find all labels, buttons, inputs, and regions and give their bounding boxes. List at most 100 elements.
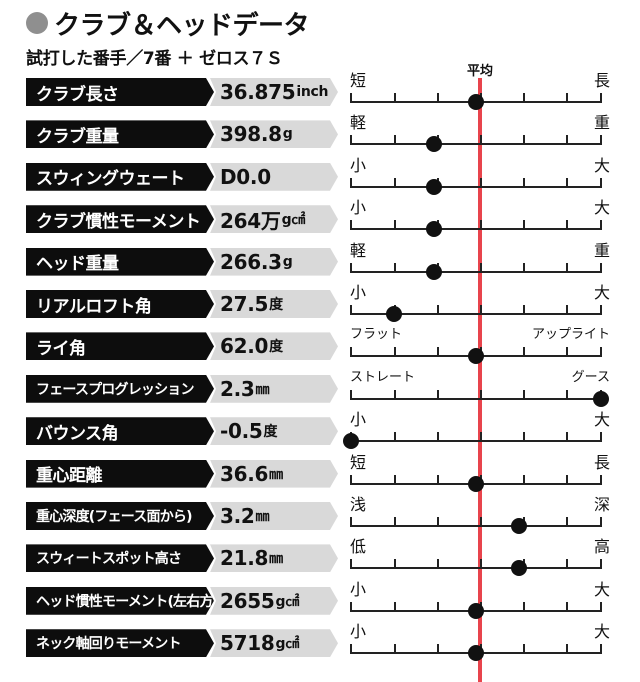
scale-low-label: 軽	[350, 113, 367, 133]
scale-tick	[566, 601, 568, 611]
rating-scale: ストレート グース	[350, 369, 610, 411]
scale-tick	[394, 474, 396, 484]
spec-label: ヘッド慣性モーメント(左右方向)	[26, 586, 214, 615]
spec-row: 重心距離 36.6 ㎜	[26, 459, 338, 488]
scale-tick	[480, 559, 482, 569]
scale-tick	[394, 177, 396, 187]
scale-tick	[350, 644, 352, 654]
rating-scale: 軽重	[350, 114, 610, 156]
spec-row: クラブ重量 398.8 g	[26, 120, 338, 149]
rating-marker	[425, 263, 442, 280]
scale-tick	[350, 262, 352, 272]
spec-value: -0.5 度	[210, 417, 338, 446]
scale-low-label: 小	[350, 198, 367, 218]
spec-value: 266.3 g	[210, 247, 338, 276]
scale-low-label: ストレート	[350, 369, 416, 385]
scale-tick	[394, 347, 396, 357]
scale-high-label: 大	[593, 622, 610, 642]
spec-value: 264万 g㎠	[210, 205, 338, 234]
spec-label: フェースプログレッション	[26, 374, 214, 403]
rating-marker	[510, 560, 527, 577]
spec-value-number: 2655	[220, 588, 275, 613]
spec-value-number: -0.5	[220, 419, 263, 444]
rating-scale: 短長	[350, 452, 610, 496]
scale-tick	[437, 93, 439, 102]
scale-tick	[437, 474, 439, 484]
spec-value-number: 266.3	[220, 249, 282, 274]
scale-tick	[523, 389, 525, 399]
scale-tick	[600, 177, 602, 187]
rating-marker	[593, 390, 609, 407]
rating-scale: 低高	[350, 538, 610, 580]
scale-tick	[566, 177, 568, 187]
scale-high-label: 長	[593, 71, 610, 90]
spec-label: バウンス角	[26, 417, 214, 446]
scale-tick	[394, 432, 396, 442]
spec-label: クラブ重量	[26, 120, 214, 149]
scale-tick	[437, 389, 439, 399]
spec-value-number: 27.5	[220, 292, 269, 316]
rating-marker	[425, 178, 442, 195]
scale-tick	[523, 305, 525, 314]
spec-value: 398.8 g	[210, 120, 338, 149]
scale-tick	[394, 220, 396, 230]
rating-scale: 小大	[350, 199, 610, 241]
scale-low-label: 小	[350, 579, 367, 599]
spec-label: ヘッド重量	[26, 247, 214, 276]
spec-label: ライ角	[26, 332, 214, 361]
spec-value-unit: g	[282, 253, 293, 270]
scale-tick	[480, 262, 482, 272]
scale-tick	[600, 347, 602, 357]
scale-low-label: 小	[350, 283, 367, 302]
spec-value-number: 5718	[220, 631, 275, 656]
scale-tick	[480, 517, 482, 526]
scale-tick	[566, 644, 568, 654]
scale-low-label: 小	[350, 410, 367, 430]
scale-axis	[350, 397, 602, 400]
spec-value-number: 21.8	[220, 546, 269, 571]
scale-axis	[350, 525, 602, 527]
scale-tick	[566, 559, 568, 569]
spec-label: 重心深度(フェース面から)	[26, 502, 214, 530]
spec-value-unit: ㎜	[255, 509, 270, 525]
scale-tick	[437, 601, 439, 611]
spec-value-unit: inch	[296, 84, 329, 100]
scale-tick	[350, 601, 352, 611]
scale-tick	[523, 262, 525, 272]
page-subtitle: 試打した番手／7番 ＋ ゼロス７Ｓ	[26, 48, 283, 69]
spec-value-unit: g㎠	[275, 593, 299, 610]
spec-label: クラブ長さ	[26, 78, 214, 106]
rating-scale: フラット アップライト	[350, 326, 610, 368]
scale-high-label: 長	[593, 452, 610, 472]
scale-tick	[600, 432, 602, 442]
scale-tick	[523, 220, 525, 230]
scale-low-label: 小	[350, 622, 367, 642]
scale-tick	[437, 559, 439, 569]
rating-scale: 小大	[350, 284, 610, 326]
spec-row: バウンス角 -0.5 度	[26, 417, 338, 446]
scale-high-label: 大	[593, 283, 610, 302]
spec-value-number: 36.875	[220, 80, 296, 104]
spec-value-unit: 度	[269, 339, 283, 356]
spec-value: D0.0	[210, 162, 338, 191]
spec-row: クラブ慣性モーメント 264万 g㎠	[26, 205, 338, 234]
average-label: 平均	[466, 64, 493, 79]
page-title: クラブ＆ヘッドデータ	[26, 6, 310, 41]
scale-axis	[350, 143, 602, 146]
scale-axis	[350, 228, 602, 231]
scale-tick	[566, 432, 568, 442]
spec-row: ライ角 62.0 度	[26, 332, 338, 361]
rating-marker	[343, 433, 359, 450]
scale-axis	[350, 270, 602, 273]
scale-tick	[437, 305, 439, 314]
scale-tick	[566, 135, 568, 145]
scale-high-label: 重	[593, 113, 610, 133]
spec-row: フェースプログレッション 2.3 ㎜	[26, 374, 338, 403]
scale-low-label: 軽	[350, 240, 367, 260]
spec-value: 36.6 ㎜	[210, 459, 338, 488]
spec-value-number: D0.0	[220, 164, 271, 189]
scale-tick	[394, 389, 396, 399]
scale-tick	[566, 389, 568, 399]
scale-axis	[350, 185, 602, 188]
rating-scale: 短長	[350, 72, 610, 114]
